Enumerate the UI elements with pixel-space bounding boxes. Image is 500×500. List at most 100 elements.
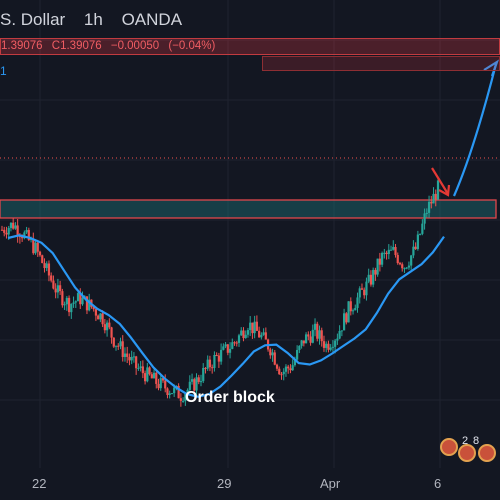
candle-body: [202, 367, 205, 382]
badge-count: 2: [462, 435, 469, 447]
candle-body: [3, 229, 6, 233]
candle-body: [88, 299, 91, 311]
candle-body: [193, 379, 196, 391]
candle-body: [208, 359, 212, 368]
candle-body: [302, 340, 305, 344]
candle-body: [275, 364, 279, 369]
candle-body: [117, 345, 120, 347]
candle-body: [32, 238, 35, 254]
candle-body: [188, 381, 191, 390]
candle-body: [204, 367, 207, 369]
candle-body: [135, 356, 138, 369]
candle-body: [251, 322, 254, 334]
order-block-zone[interactable]: [0, 199, 497, 219]
candle-body: [173, 387, 176, 394]
candle-body: [278, 368, 281, 375]
candle-body: [14, 225, 17, 229]
projection-arrow-line[interactable]: [452, 63, 498, 197]
candle-body: [253, 321, 256, 334]
candle-body: [226, 344, 229, 353]
candle-body: [309, 336, 312, 343]
candle-body: [425, 212, 428, 214]
candle-body: [186, 389, 189, 395]
chart-header: S. Dollar 1h OANDA: [0, 10, 196, 30]
indicator-value: 1: [0, 64, 7, 78]
candle-body: [289, 368, 292, 371]
candle-body: [360, 288, 364, 290]
candle-body: [307, 334, 310, 337]
event-badges[interactable]: 2 8: [438, 432, 500, 464]
candle-body: [369, 274, 373, 285]
candle-body: [52, 280, 55, 289]
candle-body: [269, 349, 272, 356]
candle-body: [387, 249, 390, 255]
candle-body: [168, 393, 171, 395]
candle-body: [29, 238, 33, 240]
candle-body: [45, 263, 48, 269]
candle-body: [119, 341, 122, 347]
candle-body: [108, 322, 111, 328]
candle-body: [128, 356, 131, 361]
candle-body: [351, 310, 355, 312]
candle-body: [349, 301, 352, 312]
candle-body: [12, 222, 15, 229]
candle-body: [199, 381, 203, 383]
candle-body: [195, 377, 198, 391]
candle-body: [161, 378, 165, 381]
candle-body: [177, 385, 180, 399]
candle-body: [112, 337, 115, 347]
candle-body: [372, 269, 375, 285]
candle-body: [296, 349, 299, 360]
candle-body: [27, 229, 30, 240]
candle-body: [378, 258, 381, 265]
candle-body: [249, 322, 252, 331]
candle-body: [284, 366, 288, 372]
interval-label[interactable]: 1h: [83, 10, 103, 29]
candle-body: [282, 371, 285, 375]
candle-body: [347, 301, 350, 323]
candle-body: [244, 334, 247, 339]
candle-body: [340, 330, 343, 332]
candle-body: [381, 252, 384, 265]
uk-flag-icon[interactable]: [458, 444, 476, 462]
candle-body: [334, 340, 337, 347]
candle-body: [121, 341, 124, 358]
candle-body: [255, 321, 258, 331]
candle-body: [184, 394, 187, 401]
candle-body: [179, 398, 182, 401]
candle-body: [389, 249, 393, 251]
candle-body: [155, 372, 158, 384]
candle-body: [264, 332, 267, 340]
order-block-label: Order block: [185, 389, 275, 406]
candle-body: [298, 345, 301, 350]
uk-flag-icon[interactable]: [440, 438, 458, 456]
symbol-title[interactable]: S. Dollar: [0, 10, 66, 29]
candle-body: [392, 247, 395, 250]
candle-body: [407, 265, 411, 268]
candle-body: [152, 372, 156, 379]
candle-body: [61, 291, 64, 306]
candle-body: [436, 180, 440, 200]
candle-body: [258, 330, 261, 338]
candle-body: [316, 323, 319, 339]
candle-body: [206, 359, 209, 369]
candle-body: [228, 348, 232, 353]
candle-body: [141, 366, 144, 374]
candle-body: [56, 285, 59, 293]
candle-body: [190, 379, 194, 382]
down-arrow-head-icon: [438, 184, 451, 197]
badge-count: 8: [473, 435, 480, 447]
ohlc-close: C1.39076: [51, 40, 102, 52]
candle-body: [412, 246, 415, 256]
candle-body: [396, 255, 399, 264]
down-arrow-icon[interactable]: [431, 167, 449, 195]
candle-body: [123, 353, 127, 358]
candle-body: [70, 303, 73, 313]
candle-body: [63, 304, 66, 306]
candle-body: [414, 246, 417, 249]
candle-body: [74, 301, 77, 303]
uk-flag-icon[interactable]: [478, 444, 496, 462]
candle-body: [419, 233, 422, 235]
